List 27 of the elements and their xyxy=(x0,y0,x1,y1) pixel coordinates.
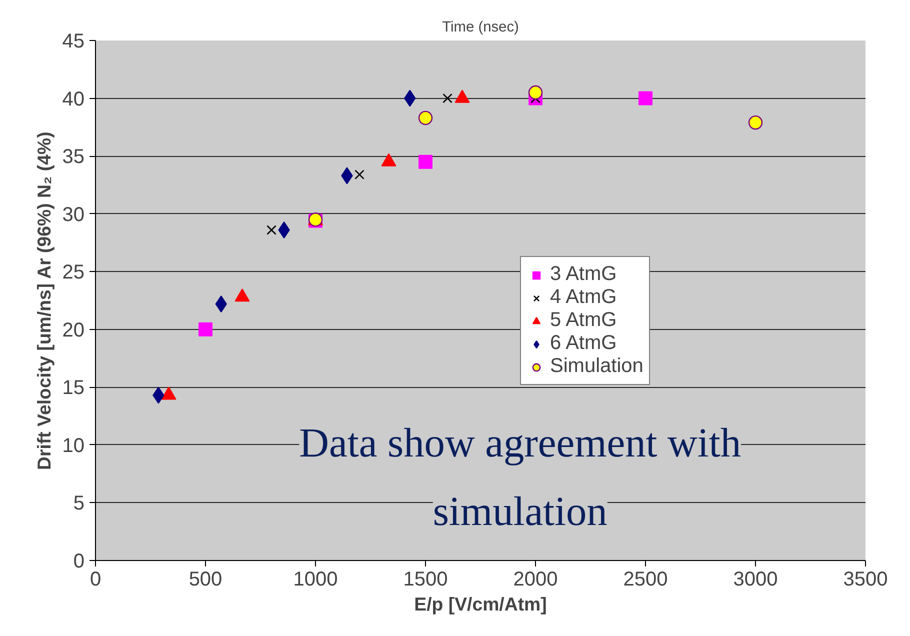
x-tick-label: 2000 xyxy=(513,568,558,590)
x-tick-label: 0 xyxy=(90,568,102,590)
x-tick-label: 500 xyxy=(188,568,222,590)
y-tick-label: 25 xyxy=(62,262,85,284)
y-tick-label: 5 xyxy=(73,492,84,515)
y-tick-label: 10 xyxy=(62,434,85,457)
legend-label: 6 AtmG xyxy=(550,332,617,355)
y-tick-label: 30 xyxy=(62,204,85,226)
x-axis-title: E/p [V/cm/Atm] xyxy=(414,594,547,614)
legend-label: 3 AtmG xyxy=(550,263,617,286)
legend-label: 5 AtmG xyxy=(550,309,617,332)
y-axis-title: Drift Velocity [um/ns] Ar (96%) N₂ (4%) xyxy=(33,132,54,470)
y-tick-label: 20 xyxy=(62,319,85,342)
x-tick-label: 1500 xyxy=(403,568,448,590)
text: Time (nsec) xyxy=(442,20,519,36)
y-tick-label: 35 xyxy=(62,146,85,168)
annotation: Data show agreement with simulation xyxy=(299,420,742,534)
y-tick-label: 40 xyxy=(62,88,85,110)
legend-label: Simulation xyxy=(550,355,644,378)
y-tick-label: 0 xyxy=(73,550,84,572)
x-tick-label: 3000 xyxy=(733,568,778,590)
legend-label: 4 AtmG xyxy=(550,286,617,309)
y-tick-label: 15 xyxy=(62,377,85,400)
x-tick-label: 1000 xyxy=(293,568,338,590)
x-tick-label: 2500 xyxy=(623,568,668,590)
y-tick-label: 45 xyxy=(62,30,85,52)
x-tick-label: 3500 xyxy=(843,568,888,590)
